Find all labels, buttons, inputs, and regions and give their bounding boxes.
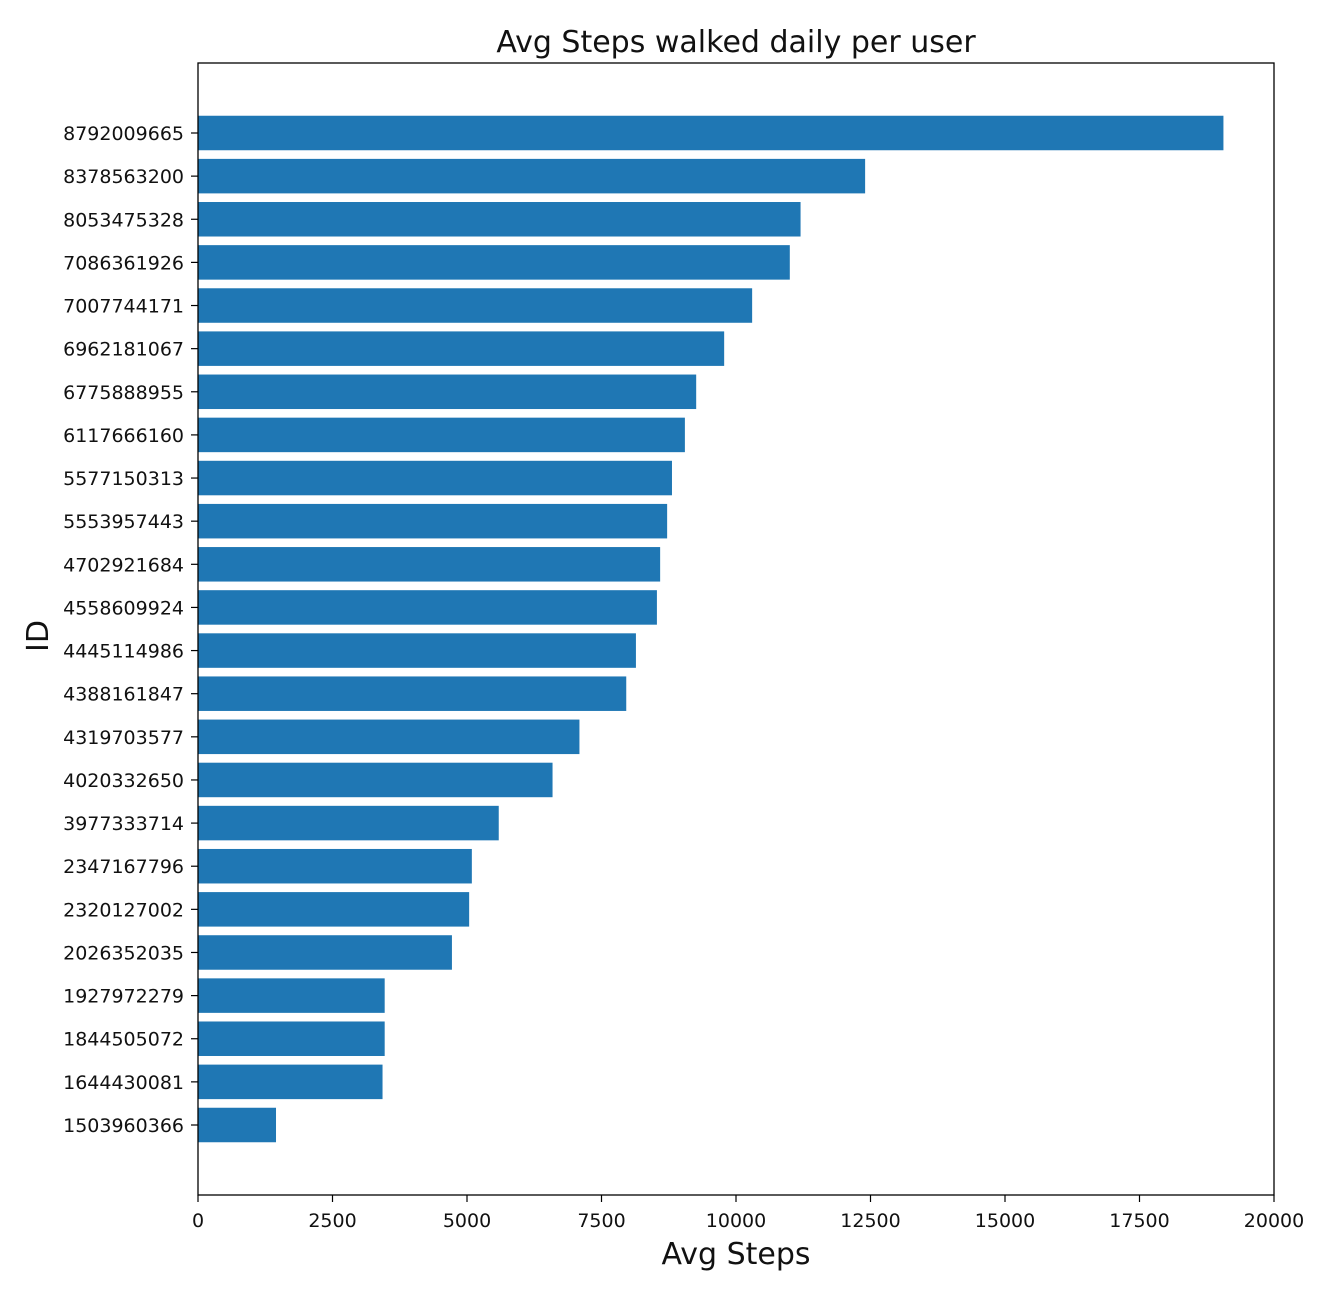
y-tick-label: 4319703577 — [63, 727, 184, 749]
y-axis-label: ID — [21, 620, 56, 652]
y-tick-label: 2347167796 — [63, 856, 184, 878]
bars-group — [198, 115, 1224, 1143]
y-tick-label: 5577150313 — [63, 468, 184, 490]
plot-frame — [197, 62, 1275, 1196]
bar-6775888955 — [198, 374, 697, 410]
bar-8378563200 — [198, 158, 866, 194]
bar-4388161847 — [198, 676, 627, 711]
x-tick-label: 2500 — [308, 1210, 356, 1232]
y-tick-label: 8792009665 — [63, 123, 184, 145]
y-axis: 8792009665 8378563200 8053475328 7086361926… — [63, 123, 198, 1137]
x-tick-label: 17500 — [1109, 1210, 1169, 1232]
y-tick-label: 2320127002 — [63, 899, 184, 921]
bar-3977333714 — [198, 805, 499, 841]
y-tick-label: 2026352035 — [63, 942, 184, 964]
bar-2026352035 — [198, 935, 452, 970]
y-tick-label: 4558609924 — [63, 597, 184, 619]
x-tick-label: 10000 — [706, 1210, 766, 1232]
bar-4319703577 — [198, 719, 580, 755]
bar-6117666160 — [198, 417, 685, 453]
y-tick-label: 1644430081 — [63, 1072, 184, 1094]
y-tick-label: 1927972279 — [63, 986, 184, 1008]
y-tick-label: 4388161847 — [63, 684, 184, 706]
bar-5577150313 — [198, 460, 672, 496]
x-tick-label: 0 — [192, 1210, 204, 1232]
bar-5553957443 — [198, 503, 668, 539]
bar-6962181067 — [198, 331, 725, 366]
bar-1927972279 — [198, 978, 385, 1013]
y-tick-label: 8053475328 — [63, 209, 184, 231]
y-tick-label: 4702921684 — [63, 554, 184, 576]
y-tick-label: 3977333714 — [63, 813, 184, 835]
y-tick-label: 6775888955 — [63, 382, 184, 404]
bar-7007744171 — [198, 288, 753, 323]
x-axis: 0 2500 5000 7500 10000 12500 15000 17500 20000 — [192, 1195, 1304, 1232]
bar-4020332650 — [198, 762, 553, 798]
bar-4558609924 — [198, 590, 657, 625]
x-tick-label: 15000 — [975, 1210, 1035, 1232]
y-tick-label: 6117666160 — [63, 425, 184, 447]
y-tick-label: 1503960366 — [63, 1115, 184, 1137]
bar-1844505072 — [198, 1021, 385, 1056]
x-tick-label: 5000 — [443, 1210, 491, 1232]
y-tick-label: 1844505072 — [63, 1029, 184, 1051]
bar-1503960366 — [198, 1107, 277, 1143]
y-tick-label: 7086361926 — [63, 252, 184, 274]
x-tick-label: 12500 — [840, 1210, 900, 1232]
y-tick-label: 8378563200 — [63, 166, 184, 188]
chart-title: Avg Steps walked daily per user — [496, 25, 976, 60]
y-tick-label: 7007744171 — [63, 296, 184, 318]
bar-4445114986 — [198, 633, 636, 668]
y-tick-label: 4445114986 — [63, 641, 184, 663]
bar-8053475328 — [198, 202, 801, 237]
bar-1644430081 — [198, 1064, 383, 1100]
x-axis-label: Avg Steps — [661, 1237, 810, 1272]
bar-4702921684 — [198, 547, 661, 582]
bar-2320127002 — [198, 892, 470, 927]
x-tick-label: 20000 — [1244, 1210, 1304, 1232]
y-tick-label: 5553957443 — [63, 511, 184, 533]
y-tick-label: 4020332650 — [63, 770, 184, 792]
bar-8792009665 — [198, 115, 1224, 151]
bar-7086361926 — [198, 245, 790, 280]
y-tick-label: 6962181067 — [63, 339, 184, 361]
bar-2347167796 — [198, 848, 472, 884]
x-tick-label: 7500 — [577, 1210, 625, 1232]
